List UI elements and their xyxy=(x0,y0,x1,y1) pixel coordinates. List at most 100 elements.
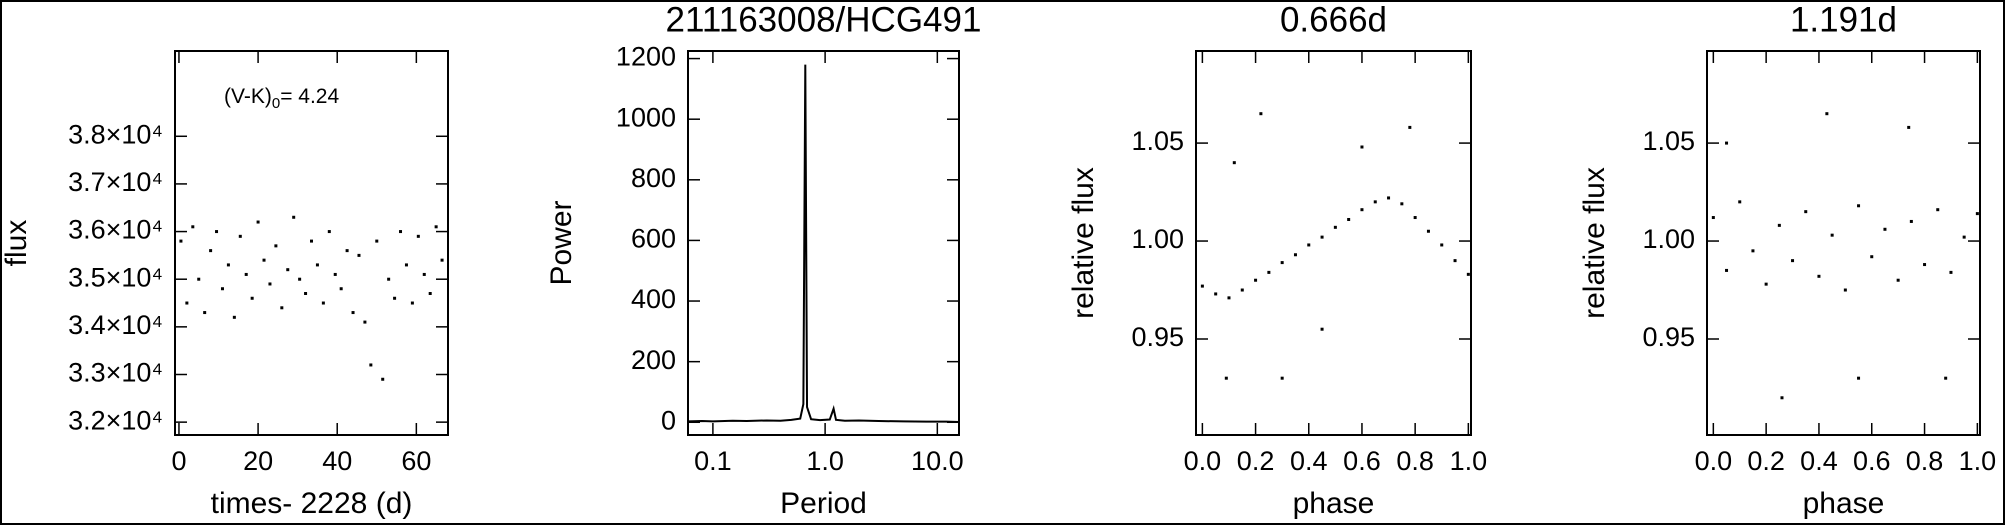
x-tick-label: 40 xyxy=(322,446,352,476)
data-point xyxy=(1962,235,1966,239)
y-tick-label: 1.05 xyxy=(1131,126,1184,156)
data-point xyxy=(1725,268,1729,272)
y-tick-label: 800 xyxy=(631,163,676,193)
data-point xyxy=(1870,255,1874,259)
data-point xyxy=(345,249,349,253)
data-point xyxy=(1240,288,1244,292)
data-point xyxy=(1923,263,1927,267)
data-point xyxy=(209,249,213,253)
x-tick-label: 10.0 xyxy=(911,446,964,476)
data-point xyxy=(1254,278,1258,282)
x-tick-label: 0.2 xyxy=(1237,446,1275,476)
y-axis-label: flux xyxy=(0,220,33,267)
data-point xyxy=(1764,282,1768,286)
data-point xyxy=(256,220,260,224)
data-point xyxy=(1843,288,1847,292)
data-point xyxy=(399,230,403,234)
data-point xyxy=(262,258,266,262)
data-point xyxy=(1360,208,1364,212)
x-tick-label: 1.0 xyxy=(1959,446,1997,476)
data-point xyxy=(191,225,195,229)
data-point xyxy=(1280,376,1284,380)
x-tick-label: 0.8 xyxy=(1906,446,1944,476)
data-point xyxy=(369,363,373,367)
y-tick-label: 1.00 xyxy=(1131,224,1184,254)
chart-title: 211163008/HCG491 xyxy=(666,0,982,39)
data-point xyxy=(1825,112,1829,116)
data-point xyxy=(1440,243,1444,247)
data-point xyxy=(375,239,379,243)
data-point xyxy=(1466,272,1470,276)
data-point xyxy=(220,287,224,291)
annotation: (V-K)0= 4.24 xyxy=(224,85,339,112)
y-axis-label: relative flux xyxy=(1578,167,1611,319)
data-point xyxy=(1936,208,1940,212)
data-point xyxy=(280,306,284,310)
data-point xyxy=(1830,233,1834,237)
data-point xyxy=(1949,270,1953,274)
y-tick-label: 3.6×10⁴ xyxy=(68,215,163,245)
data-point xyxy=(416,234,420,238)
data-point xyxy=(1791,259,1795,263)
data-point xyxy=(1804,210,1808,214)
x-tick-label: 0.8 xyxy=(1396,446,1434,476)
data-point xyxy=(1307,243,1311,247)
data-point xyxy=(1857,204,1861,208)
annotation-text: (V-K) xyxy=(224,85,272,108)
y-tick-label: 3.4×10⁴ xyxy=(68,310,163,340)
y-tick-label: 3.7×10⁴ xyxy=(68,167,163,197)
plot-frame xyxy=(174,50,449,436)
data-point xyxy=(321,301,325,305)
x-tick-label: 0.2 xyxy=(1747,446,1785,476)
data-point xyxy=(404,263,408,267)
y-tick-label: 200 xyxy=(631,345,676,375)
data-point xyxy=(387,277,391,281)
data-point xyxy=(1373,200,1377,204)
data-point xyxy=(298,277,302,281)
chart-title: 0.666d xyxy=(1280,0,1387,39)
data-point xyxy=(197,277,201,281)
y-tick-label: 0.95 xyxy=(1642,322,1695,352)
x-tick-label: 20 xyxy=(243,446,273,476)
plot-frame xyxy=(687,50,960,436)
data-point xyxy=(1293,253,1297,257)
data-point xyxy=(363,320,367,324)
y-tick-label: 1200 xyxy=(616,42,676,72)
data-point xyxy=(185,301,189,305)
data-point xyxy=(250,296,254,300)
data-point xyxy=(1227,296,1231,300)
x-tick-label: 0.6 xyxy=(1853,446,1891,476)
data-point xyxy=(292,215,296,219)
data-point xyxy=(1857,376,1861,380)
y-tick-label: 3.3×10⁴ xyxy=(68,358,163,388)
data-point xyxy=(215,230,219,234)
data-point xyxy=(1738,200,1742,204)
x-tick-label: 0 xyxy=(171,446,186,476)
data-point xyxy=(179,239,183,243)
x-axis-label: Period xyxy=(780,487,867,520)
data-point xyxy=(304,292,308,296)
data-point xyxy=(440,258,444,262)
data-point xyxy=(1408,125,1412,129)
x-tick-label: 0.4 xyxy=(1290,446,1328,476)
x-tick-label: 0.0 xyxy=(1184,446,1222,476)
x-tick-label: 0.6 xyxy=(1343,446,1381,476)
x-axis-label: phase xyxy=(1293,487,1375,520)
data-point xyxy=(1320,327,1324,331)
data-point xyxy=(1817,274,1821,278)
y-tick-label: 400 xyxy=(631,284,676,314)
data-point xyxy=(1883,227,1887,231)
y-tick-label: 3.2×10⁴ xyxy=(68,405,163,435)
data-point xyxy=(244,272,248,276)
periodogram-line xyxy=(687,64,960,423)
data-point xyxy=(381,377,385,381)
data-point xyxy=(232,315,236,319)
data-point xyxy=(1944,376,1948,380)
y-axis-label: relative flux xyxy=(1067,167,1100,319)
chart-title: 1.191d xyxy=(1790,0,1897,39)
x-tick-label: 0.1 xyxy=(694,446,732,476)
data-point xyxy=(310,239,313,243)
y-tick-label: 1.05 xyxy=(1642,126,1695,156)
